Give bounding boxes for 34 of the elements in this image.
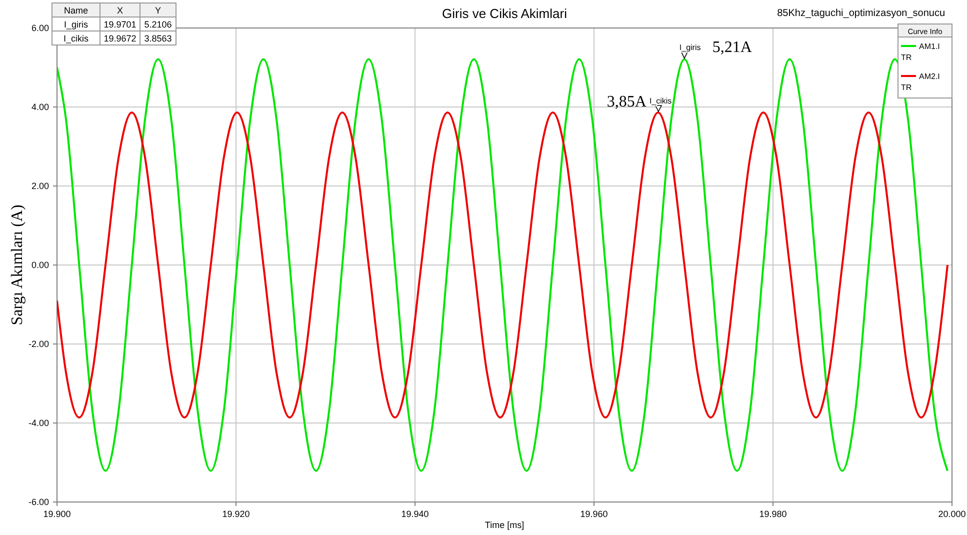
y-tick-label: -2.00 bbox=[28, 339, 49, 349]
legend-label: AM2.I bbox=[919, 72, 940, 81]
annotation: I_giris bbox=[64, 20, 88, 30]
x-axis-title: Time [ms] bbox=[484, 520, 524, 530]
x-tick-label: 19.920 bbox=[222, 509, 250, 519]
y-tick-label: -6.00 bbox=[28, 497, 49, 507]
annotation: 5.2106 bbox=[144, 20, 172, 30]
annotation: TR bbox=[901, 53, 912, 62]
annotation: TR bbox=[901, 83, 912, 92]
annotation: 3,85A bbox=[606, 94, 647, 111]
chart-title: Giris ve Cikis Akimlari bbox=[442, 6, 568, 21]
text: Y bbox=[154, 6, 162, 16]
x-tick-label: 19.900 bbox=[43, 509, 71, 519]
text: 85Khz_taguchi_optimizasyon_sonucu bbox=[777, 8, 945, 19]
x-tick-label: 20.000 bbox=[938, 509, 966, 519]
annotation: 5,21A bbox=[712, 39, 752, 56]
x-tick-label: 19.980 bbox=[759, 509, 787, 519]
annotation: I_cikis bbox=[63, 34, 89, 44]
y-tick-label: 0.00 bbox=[31, 260, 49, 270]
y-tick-label: 4.00 bbox=[31, 102, 49, 112]
y-tick-label: 6.00 bbox=[31, 23, 49, 33]
y-tick-label: 2.00 bbox=[31, 181, 49, 191]
annotation: 19.9701 bbox=[104, 20, 136, 30]
annotation: I_giris bbox=[679, 43, 701, 52]
annotation: 3.8563 bbox=[144, 34, 172, 44]
legend-label: AM1.I bbox=[919, 42, 940, 51]
y-axis-title: Sargı Akımları (A) bbox=[9, 204, 26, 326]
x-tick-label: 19.940 bbox=[401, 509, 429, 519]
text: X bbox=[116, 6, 124, 16]
annotation: I_cikis bbox=[649, 96, 672, 106]
text: Name bbox=[64, 6, 88, 16]
x-tick-label: 19.960 bbox=[580, 509, 608, 519]
annotation: 19.9672 bbox=[104, 34, 136, 44]
y-tick-label: -4.00 bbox=[28, 418, 49, 428]
